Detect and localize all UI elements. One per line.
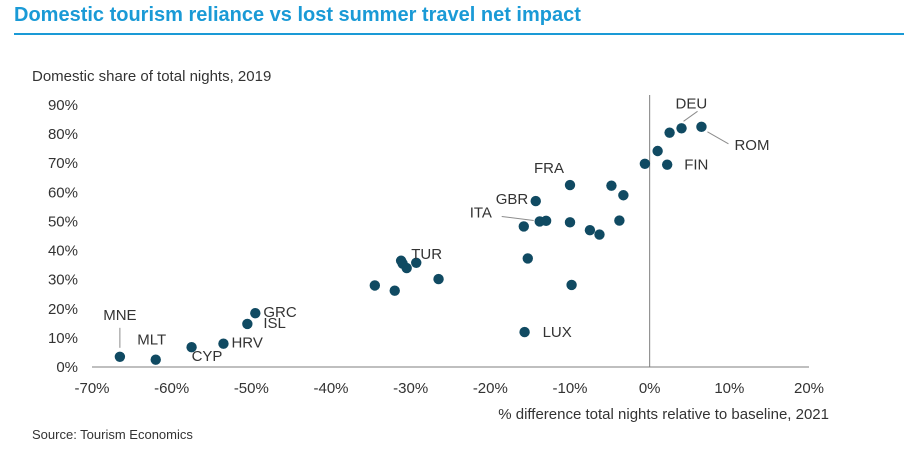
- data-point: [639, 158, 651, 170]
- leader-line: [707, 131, 729, 145]
- data-point: [614, 215, 625, 226]
- x-tick-label: -50%: [234, 380, 269, 397]
- data-point: [664, 127, 675, 138]
- data-point: [696, 121, 707, 133]
- source-note: Source: Tourism Economics: [32, 427, 193, 442]
- data-point: [411, 257, 422, 268]
- x-tick-label: -60%: [154, 380, 189, 397]
- leader-line: [501, 215, 534, 221]
- y-tick-labels: 0% 10% 20% 30% 40% 50% 60% 70% 80% 90%: [48, 97, 78, 376]
- data-point: [564, 217, 576, 228]
- data-point: [401, 262, 412, 274]
- x-tick-label: 10%: [714, 380, 744, 397]
- data-point: [584, 224, 596, 236]
- chart-title: Domestic tourism reliance vs lost summer…: [14, 4, 581, 26]
- point-label: LUX: [543, 324, 572, 341]
- point-label: ROM: [734, 137, 769, 154]
- y-tick-label: 90%: [48, 97, 78, 114]
- y-tick-label: 80%: [48, 126, 78, 143]
- data-point: [618, 190, 629, 201]
- data-points: [114, 121, 707, 365]
- data-point: [530, 195, 541, 207]
- data-point: [540, 215, 552, 227]
- data-point: [564, 179, 576, 191]
- x-tick-label: 20%: [794, 380, 824, 397]
- point-label: ITA: [470, 204, 492, 221]
- y-tick-label: 30%: [48, 272, 78, 289]
- x-tick-label: -40%: [313, 380, 348, 397]
- point-label: CYP: [192, 348, 223, 365]
- label-leader-lines: [119, 110, 729, 348]
- point-label: FIN: [684, 157, 708, 174]
- data-point: [522, 253, 533, 264]
- data-point: [114, 351, 126, 363]
- data-point: [518, 221, 529, 232]
- y-tick-label: 20%: [48, 301, 78, 318]
- point-label: MLT: [137, 332, 166, 349]
- data-point: [433, 273, 444, 285]
- data-point: [242, 318, 253, 330]
- point-label: FRA: [534, 160, 564, 177]
- x-tick-label: -20%: [473, 380, 508, 397]
- x-tick-label: -10%: [552, 380, 587, 397]
- y-tick-label: 10%: [48, 330, 78, 347]
- data-point: [186, 342, 197, 353]
- data-point: [218, 338, 229, 349]
- data-point: [250, 307, 261, 319]
- leader-line: [683, 110, 698, 122]
- point-label: GBR: [496, 191, 529, 208]
- data-point: [369, 280, 381, 291]
- point-label: DEU: [676, 95, 708, 112]
- x-tick-labels: -70% -60% -50% -40% -30% -20% -10% 0% 10% 20%: [74, 380, 824, 397]
- data-point: [676, 123, 687, 134]
- data-point: [661, 159, 673, 170]
- data-point: [150, 354, 161, 365]
- data-point: [606, 180, 617, 191]
- data-point: [652, 145, 663, 157]
- y-tick-label: 0%: [56, 359, 78, 376]
- axes: [92, 95, 809, 368]
- point-label: MNE: [103, 307, 136, 324]
- data-point: [389, 285, 400, 296]
- x-tick-label: -70%: [74, 380, 109, 397]
- y-tick-label: 70%: [48, 155, 78, 172]
- y-axis-label: Domestic share of total nights, 2019: [32, 68, 272, 85]
- y-tick-label: 40%: [48, 243, 78, 260]
- y-tick-label: 60%: [48, 184, 78, 201]
- x-tick-label: 0%: [639, 380, 661, 397]
- x-axis-label: % difference total nights relative to ba…: [498, 406, 829, 423]
- x-tick-label: -30%: [393, 380, 428, 397]
- y-tick-label: 50%: [48, 213, 78, 230]
- data-point: [519, 326, 530, 338]
- point-label: GRC: [263, 304, 297, 321]
- point-label: ISL: [263, 315, 286, 332]
- data-point: [594, 229, 605, 240]
- point-label: TUR: [411, 246, 442, 263]
- title-underline: [14, 33, 904, 35]
- point-label: HRV: [231, 335, 262, 352]
- data-point: [566, 279, 577, 291]
